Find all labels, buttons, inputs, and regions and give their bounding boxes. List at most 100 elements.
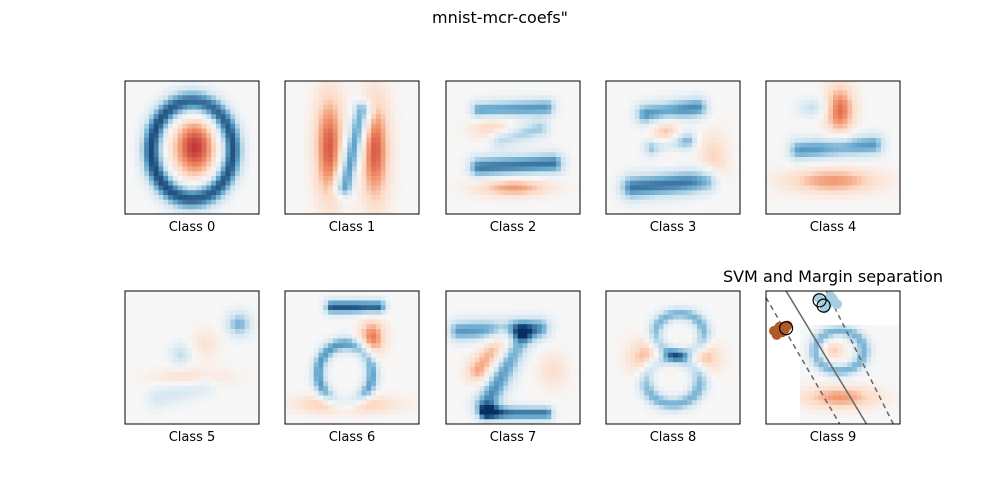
heatmap-cell	[484, 152, 490, 158]
heatmap-cell	[385, 305, 391, 311]
heatmap-cell	[479, 171, 485, 177]
heatmap-cell	[668, 195, 674, 201]
heatmap-cell	[332, 195, 339, 201]
heatmap-cell	[215, 295, 222, 301]
heatmap-cell	[148, 171, 155, 177]
heatmap-cell	[399, 161, 406, 167]
heatmap-cell	[352, 119, 358, 125]
heatmap-cell	[125, 161, 131, 167]
heatmap-cell	[804, 161, 810, 167]
heatmap-cell	[308, 324, 315, 330]
heatmap-cell	[455, 185, 461, 191]
heatmap-cell	[356, 157, 362, 163]
heatmap-cell	[289, 195, 295, 201]
heatmap-cell	[182, 81, 188, 87]
heatmap-cell	[352, 319, 358, 325]
heatmap-cell	[606, 81, 612, 87]
heatmap-cell	[177, 352, 183, 358]
heatmap-cell	[220, 133, 226, 139]
heatmap-cell	[474, 85, 480, 91]
heatmap-cell	[489, 100, 495, 106]
heatmap-cell	[880, 128, 887, 134]
heatmap-cell	[172, 147, 179, 153]
heatmap-cell	[536, 204, 543, 210]
heatmap-cell	[163, 343, 169, 349]
heatmap-cell	[395, 195, 401, 201]
heatmap-cell	[493, 100, 500, 106]
heatmap-cell	[508, 142, 514, 148]
heatmap-cell	[498, 128, 504, 134]
heatmap-cell	[687, 157, 693, 163]
heatmap-cell	[328, 333, 334, 339]
heatmap-cell	[493, 133, 500, 139]
heatmap-cell	[696, 157, 703, 163]
heatmap-cell	[177, 185, 183, 191]
heatmap-cell	[196, 348, 202, 354]
heatmap-cell	[484, 199, 490, 205]
heatmap-cell	[460, 128, 466, 134]
heatmap-cell	[409, 147, 415, 153]
heatmap-cell	[196, 367, 202, 373]
heatmap-cell	[785, 209, 791, 215]
heatmap-cell	[711, 133, 717, 139]
heatmap-cell	[158, 176, 164, 182]
heatmap-cell	[356, 305, 362, 311]
heatmap-cell	[158, 367, 164, 373]
heatmap-cell	[299, 199, 305, 205]
heatmap-cell	[148, 371, 155, 377]
heatmap-cell	[225, 138, 231, 144]
heatmap-cell	[211, 123, 217, 129]
heatmap-cell	[517, 133, 523, 139]
heatmap-cell	[629, 90, 636, 96]
heatmap-cell	[254, 119, 260, 125]
heatmap-cell	[629, 114, 636, 120]
heatmap-cell	[658, 195, 664, 201]
heatmap-cell	[575, 204, 581, 210]
heatmap-cell	[192, 371, 198, 377]
heatmap-cell	[833, 95, 839, 101]
heatmap-cell	[513, 123, 519, 129]
heatmap-cell	[163, 305, 169, 311]
heatmap-cell	[371, 133, 377, 139]
heatmap-cell	[211, 333, 217, 339]
heatmap-cell	[230, 419, 236, 425]
heatmap-cell	[404, 180, 410, 186]
heatmap-cell	[328, 90, 334, 96]
heatmap-cell	[182, 367, 188, 373]
heatmap-cell	[239, 405, 246, 411]
heatmap-cell	[716, 166, 722, 172]
heatmap-cell	[696, 166, 703, 172]
heatmap-cell	[861, 90, 867, 96]
heatmap-cell	[235, 343, 241, 349]
heatmap-cell	[799, 104, 805, 110]
heatmap-cell	[375, 81, 382, 87]
heatmap-cell	[885, 142, 891, 148]
heatmap-cell	[254, 152, 260, 158]
heatmap-cell	[639, 81, 645, 87]
heatmap-cell	[527, 190, 533, 196]
heatmap-cell	[522, 185, 528, 191]
heatmap-cell	[404, 204, 410, 210]
heatmap-cell	[629, 104, 636, 110]
heatmap-cell	[399, 128, 406, 134]
heatmap-cell	[730, 171, 736, 177]
heatmap-cell	[375, 314, 382, 320]
heatmap-cell	[446, 104, 452, 110]
heatmap-cell	[304, 324, 310, 330]
heatmap-cell	[522, 123, 528, 129]
heatmap-cell	[780, 152, 786, 158]
heatmap-cell	[139, 204, 145, 210]
heatmap-cell	[201, 343, 207, 349]
heatmap-cell	[206, 171, 212, 177]
heatmap-cell	[673, 195, 679, 201]
heatmap-cell	[789, 128, 796, 134]
heatmap-cell	[465, 209, 471, 215]
heatmap-cell	[125, 324, 131, 330]
heatmap-cell	[706, 123, 712, 129]
heatmap-cell	[766, 147, 772, 153]
heatmap-cell	[125, 371, 131, 377]
heatmap-cell	[508, 180, 514, 186]
heatmap-cell	[489, 166, 495, 172]
heatmap-cell	[192, 367, 198, 373]
heatmap-cell	[323, 171, 329, 177]
